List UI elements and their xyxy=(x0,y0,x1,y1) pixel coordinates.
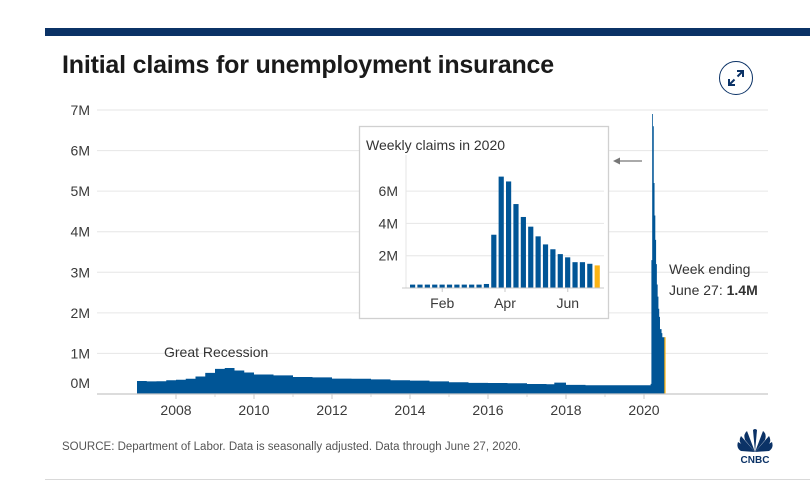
inset-bar xyxy=(542,244,549,288)
inset-bar xyxy=(483,283,490,288)
inset-gridlines xyxy=(405,155,604,288)
inset-title: Weekly claims in 2020 xyxy=(366,137,505,153)
main-y-tick-label: 0M xyxy=(71,375,90,391)
inset-x-tick-label: Feb xyxy=(430,295,454,311)
week-ending-label-line1: Week ending xyxy=(669,261,750,277)
inset-bar xyxy=(432,284,438,288)
inset-bar xyxy=(424,284,430,288)
main-x-tick-label: 2018 xyxy=(550,402,581,418)
main-latest-week-marker xyxy=(664,337,666,394)
inset-chart: Weekly claims in 2020 6M 4M 2M Feb Apr Jun xyxy=(358,125,610,320)
inset-bar xyxy=(476,284,482,288)
main-x-tick-label: 2020 xyxy=(628,402,659,418)
main-series xyxy=(137,114,666,395)
inset-x-tick-label: Apr xyxy=(494,295,516,311)
cnbc-logo-text: CNBC xyxy=(741,455,770,466)
inset-bar xyxy=(579,262,586,288)
chart-title: Initial claims for unemployment insuranc… xyxy=(62,51,554,79)
expand-button[interactable] xyxy=(719,61,753,95)
inset-y-tick-label: 4M xyxy=(379,215,398,231)
inset-bar xyxy=(461,284,467,288)
main-y-tick-label: 1M xyxy=(71,345,90,361)
inset-bar xyxy=(587,263,593,288)
inset-bar xyxy=(410,284,416,288)
inset-bar xyxy=(535,236,541,288)
inset-y-tick-label: 6M xyxy=(379,183,398,199)
inset-bars xyxy=(410,176,600,288)
inset-bar xyxy=(506,181,512,288)
great-recession-label: Great Recession xyxy=(164,344,268,360)
main-x-tick-label: 2012 xyxy=(316,402,347,418)
inset-bar xyxy=(550,249,556,288)
inset-bar xyxy=(446,284,453,288)
main-x-tick-label: 2016 xyxy=(472,402,503,418)
main-x-tick-label: 2014 xyxy=(394,402,425,418)
inset-bar xyxy=(454,284,460,288)
inset-y-tick-label: 2M xyxy=(379,248,398,264)
inset-bar xyxy=(417,284,423,288)
pointer-arrow-icon xyxy=(613,157,642,165)
header-accent-bar xyxy=(45,28,810,36)
main-x-axis: 2008 2010 2012 2014 2016 2018 2020 xyxy=(160,394,660,418)
week-ending-value: 1.4M xyxy=(727,282,758,298)
inset-bar xyxy=(565,257,571,288)
inset-x-tick-label: Jun xyxy=(556,295,579,311)
inset-y-axis: 6M 4M 2M xyxy=(379,183,398,264)
week-ending-prefix: June 27: xyxy=(669,282,727,298)
inset-bar xyxy=(491,234,497,288)
inset-bar xyxy=(528,226,534,288)
main-y-tick-label: 2M xyxy=(71,305,90,321)
bottom-divider xyxy=(45,479,810,480)
main-x-tick-label: 2008 xyxy=(160,402,191,418)
main-y-tick-label: 6M xyxy=(71,143,90,159)
inset-bar xyxy=(439,284,445,288)
inset-bar xyxy=(572,262,578,288)
week-ending-label-line2: June 27: 1.4M xyxy=(669,282,758,298)
inset-bar xyxy=(469,284,475,288)
main-x-tick-label: 2010 xyxy=(238,402,269,418)
inset-bar-highlight xyxy=(594,265,600,288)
main-y-axis: 7M 6M 5M 4M 3M 2M 1M 0M xyxy=(71,102,90,391)
inset-x-axis: Feb Apr Jun xyxy=(430,288,579,311)
main-y-tick-label: 7M xyxy=(71,102,90,118)
main-y-tick-label: 3M xyxy=(71,264,90,280)
source-note: SOURCE: Department of Labor. Data is sea… xyxy=(62,441,521,453)
main-y-tick-label: 4M xyxy=(71,224,90,240)
inset-bar xyxy=(513,204,519,288)
expand-arrows-icon xyxy=(728,70,744,86)
cnbc-logo-icon: CNBC xyxy=(737,429,773,466)
main-y-tick-label: 5M xyxy=(71,183,90,199)
inset-bar xyxy=(520,216,526,288)
inset-bar xyxy=(498,176,504,288)
inset-bar xyxy=(557,254,563,288)
